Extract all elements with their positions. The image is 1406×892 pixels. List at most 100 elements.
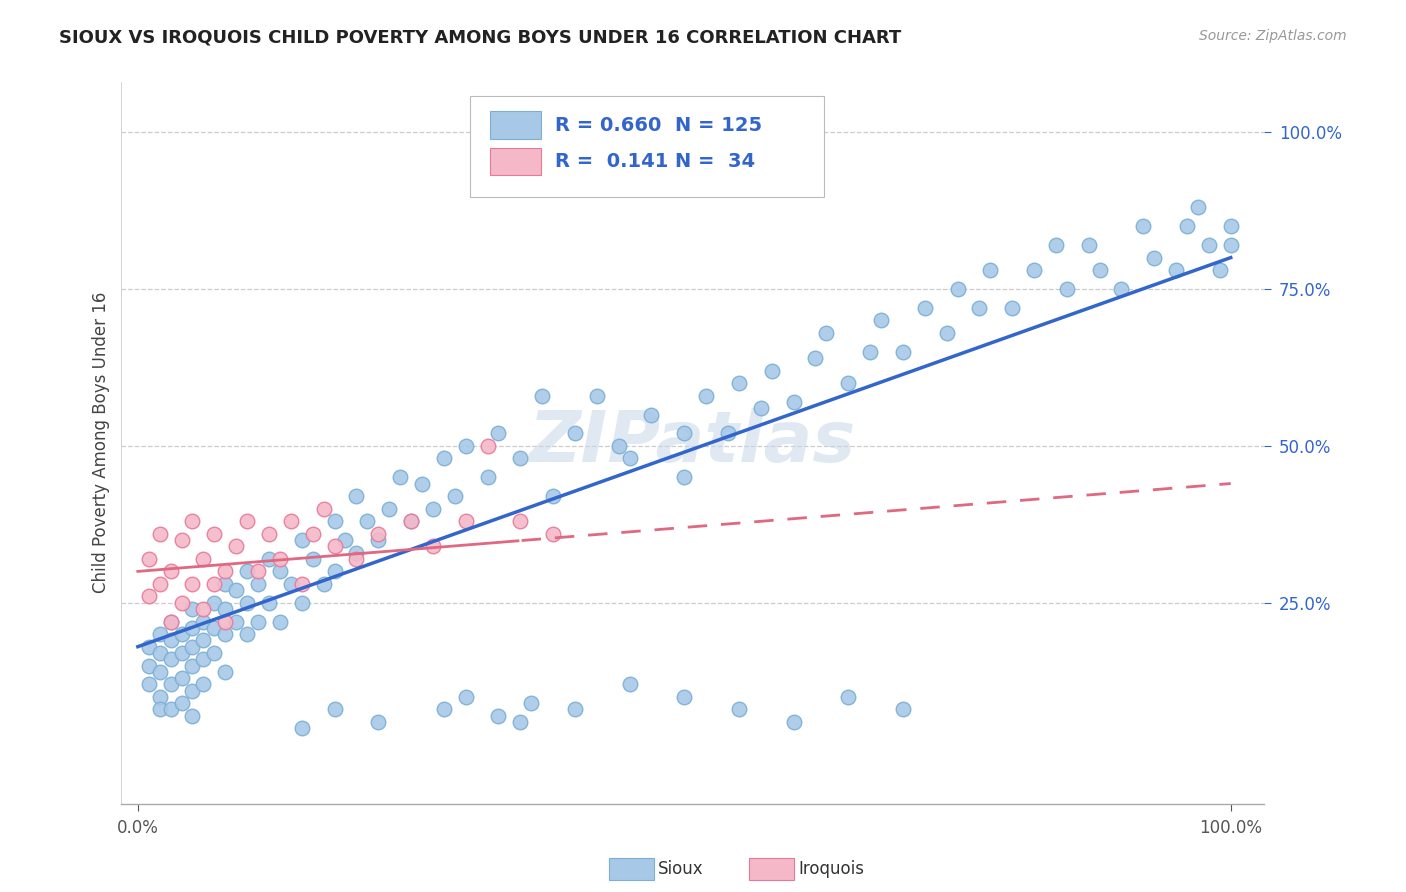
Point	[301, 551, 323, 566]
Point	[181, 621, 204, 635]
Point	[509, 714, 531, 729]
Point	[344, 551, 367, 566]
Text: R = 0.660: R = 0.660	[555, 116, 662, 135]
Point	[170, 696, 193, 710]
Point	[138, 590, 160, 604]
Point	[159, 677, 181, 691]
Point	[149, 690, 172, 704]
Point	[815, 326, 838, 340]
Point	[433, 702, 456, 716]
Point	[269, 565, 291, 579]
Point	[422, 501, 444, 516]
Point	[149, 702, 172, 716]
Point	[509, 514, 531, 528]
Point	[399, 514, 422, 528]
Point	[607, 439, 630, 453]
Point	[367, 714, 389, 729]
Point	[170, 646, 193, 660]
Point	[193, 615, 215, 629]
Point	[170, 671, 193, 685]
Point	[640, 408, 662, 422]
Point	[323, 565, 346, 579]
Point	[159, 565, 181, 579]
Point	[454, 690, 477, 704]
Point	[269, 615, 291, 629]
Point	[673, 426, 696, 441]
Point	[193, 633, 215, 648]
Point	[291, 533, 314, 547]
Point	[411, 476, 433, 491]
Point	[214, 615, 236, 629]
Point	[454, 439, 477, 453]
Point	[564, 426, 586, 441]
Point	[280, 514, 302, 528]
Point	[280, 577, 302, 591]
Point	[891, 344, 914, 359]
Point	[1088, 263, 1111, 277]
Point	[859, 344, 882, 359]
Point	[138, 677, 160, 691]
Point	[202, 646, 225, 660]
Point	[149, 577, 172, 591]
Point	[214, 565, 236, 579]
Point	[1209, 263, 1232, 277]
Point	[1219, 219, 1241, 234]
Point	[214, 627, 236, 641]
Point	[236, 514, 259, 528]
Point	[1056, 282, 1078, 296]
Point	[422, 539, 444, 553]
Point	[619, 451, 641, 466]
Point	[193, 677, 215, 691]
Text: Source: ZipAtlas.com: Source: ZipAtlas.com	[1199, 29, 1347, 43]
Point	[356, 514, 378, 528]
Point	[1143, 251, 1166, 265]
Point	[837, 376, 859, 391]
Point	[291, 596, 314, 610]
Point	[520, 696, 543, 710]
Point	[214, 665, 236, 679]
Point	[257, 596, 280, 610]
Point	[782, 395, 804, 409]
Text: Iroquois: Iroquois	[799, 860, 865, 878]
Point	[1077, 238, 1099, 252]
Point	[979, 263, 1001, 277]
Text: N = 125: N = 125	[675, 116, 762, 135]
Point	[1164, 263, 1187, 277]
Point	[378, 501, 401, 516]
Point	[619, 677, 641, 691]
Point	[344, 545, 367, 559]
Text: Sioux: Sioux	[658, 860, 703, 878]
Point	[138, 640, 160, 654]
Point	[541, 489, 564, 503]
Point	[236, 627, 259, 641]
Point	[531, 389, 554, 403]
Point	[1022, 263, 1045, 277]
Point	[159, 652, 181, 666]
Point	[1198, 238, 1220, 252]
Point	[1187, 201, 1209, 215]
Point	[247, 565, 270, 579]
Point	[181, 683, 204, 698]
Point	[159, 615, 181, 629]
Point	[367, 533, 389, 547]
Point	[149, 646, 172, 660]
Point	[837, 690, 859, 704]
Point	[170, 596, 193, 610]
Point	[181, 602, 204, 616]
Point	[225, 539, 247, 553]
Point	[291, 721, 314, 735]
Point	[193, 551, 215, 566]
Point	[564, 702, 586, 716]
Point	[399, 514, 422, 528]
Point	[236, 596, 259, 610]
Point	[202, 526, 225, 541]
Text: SIOUX VS IROQUOIS CHILD POVERTY AMONG BOYS UNDER 16 CORRELATION CHART: SIOUX VS IROQUOIS CHILD POVERTY AMONG BO…	[59, 29, 901, 46]
Point	[257, 526, 280, 541]
Point	[149, 627, 172, 641]
Point	[488, 708, 510, 723]
Point	[695, 389, 717, 403]
Text: ZIPatlas: ZIPatlas	[529, 409, 856, 477]
Point	[181, 514, 204, 528]
Point	[323, 702, 346, 716]
Point	[181, 658, 204, 673]
